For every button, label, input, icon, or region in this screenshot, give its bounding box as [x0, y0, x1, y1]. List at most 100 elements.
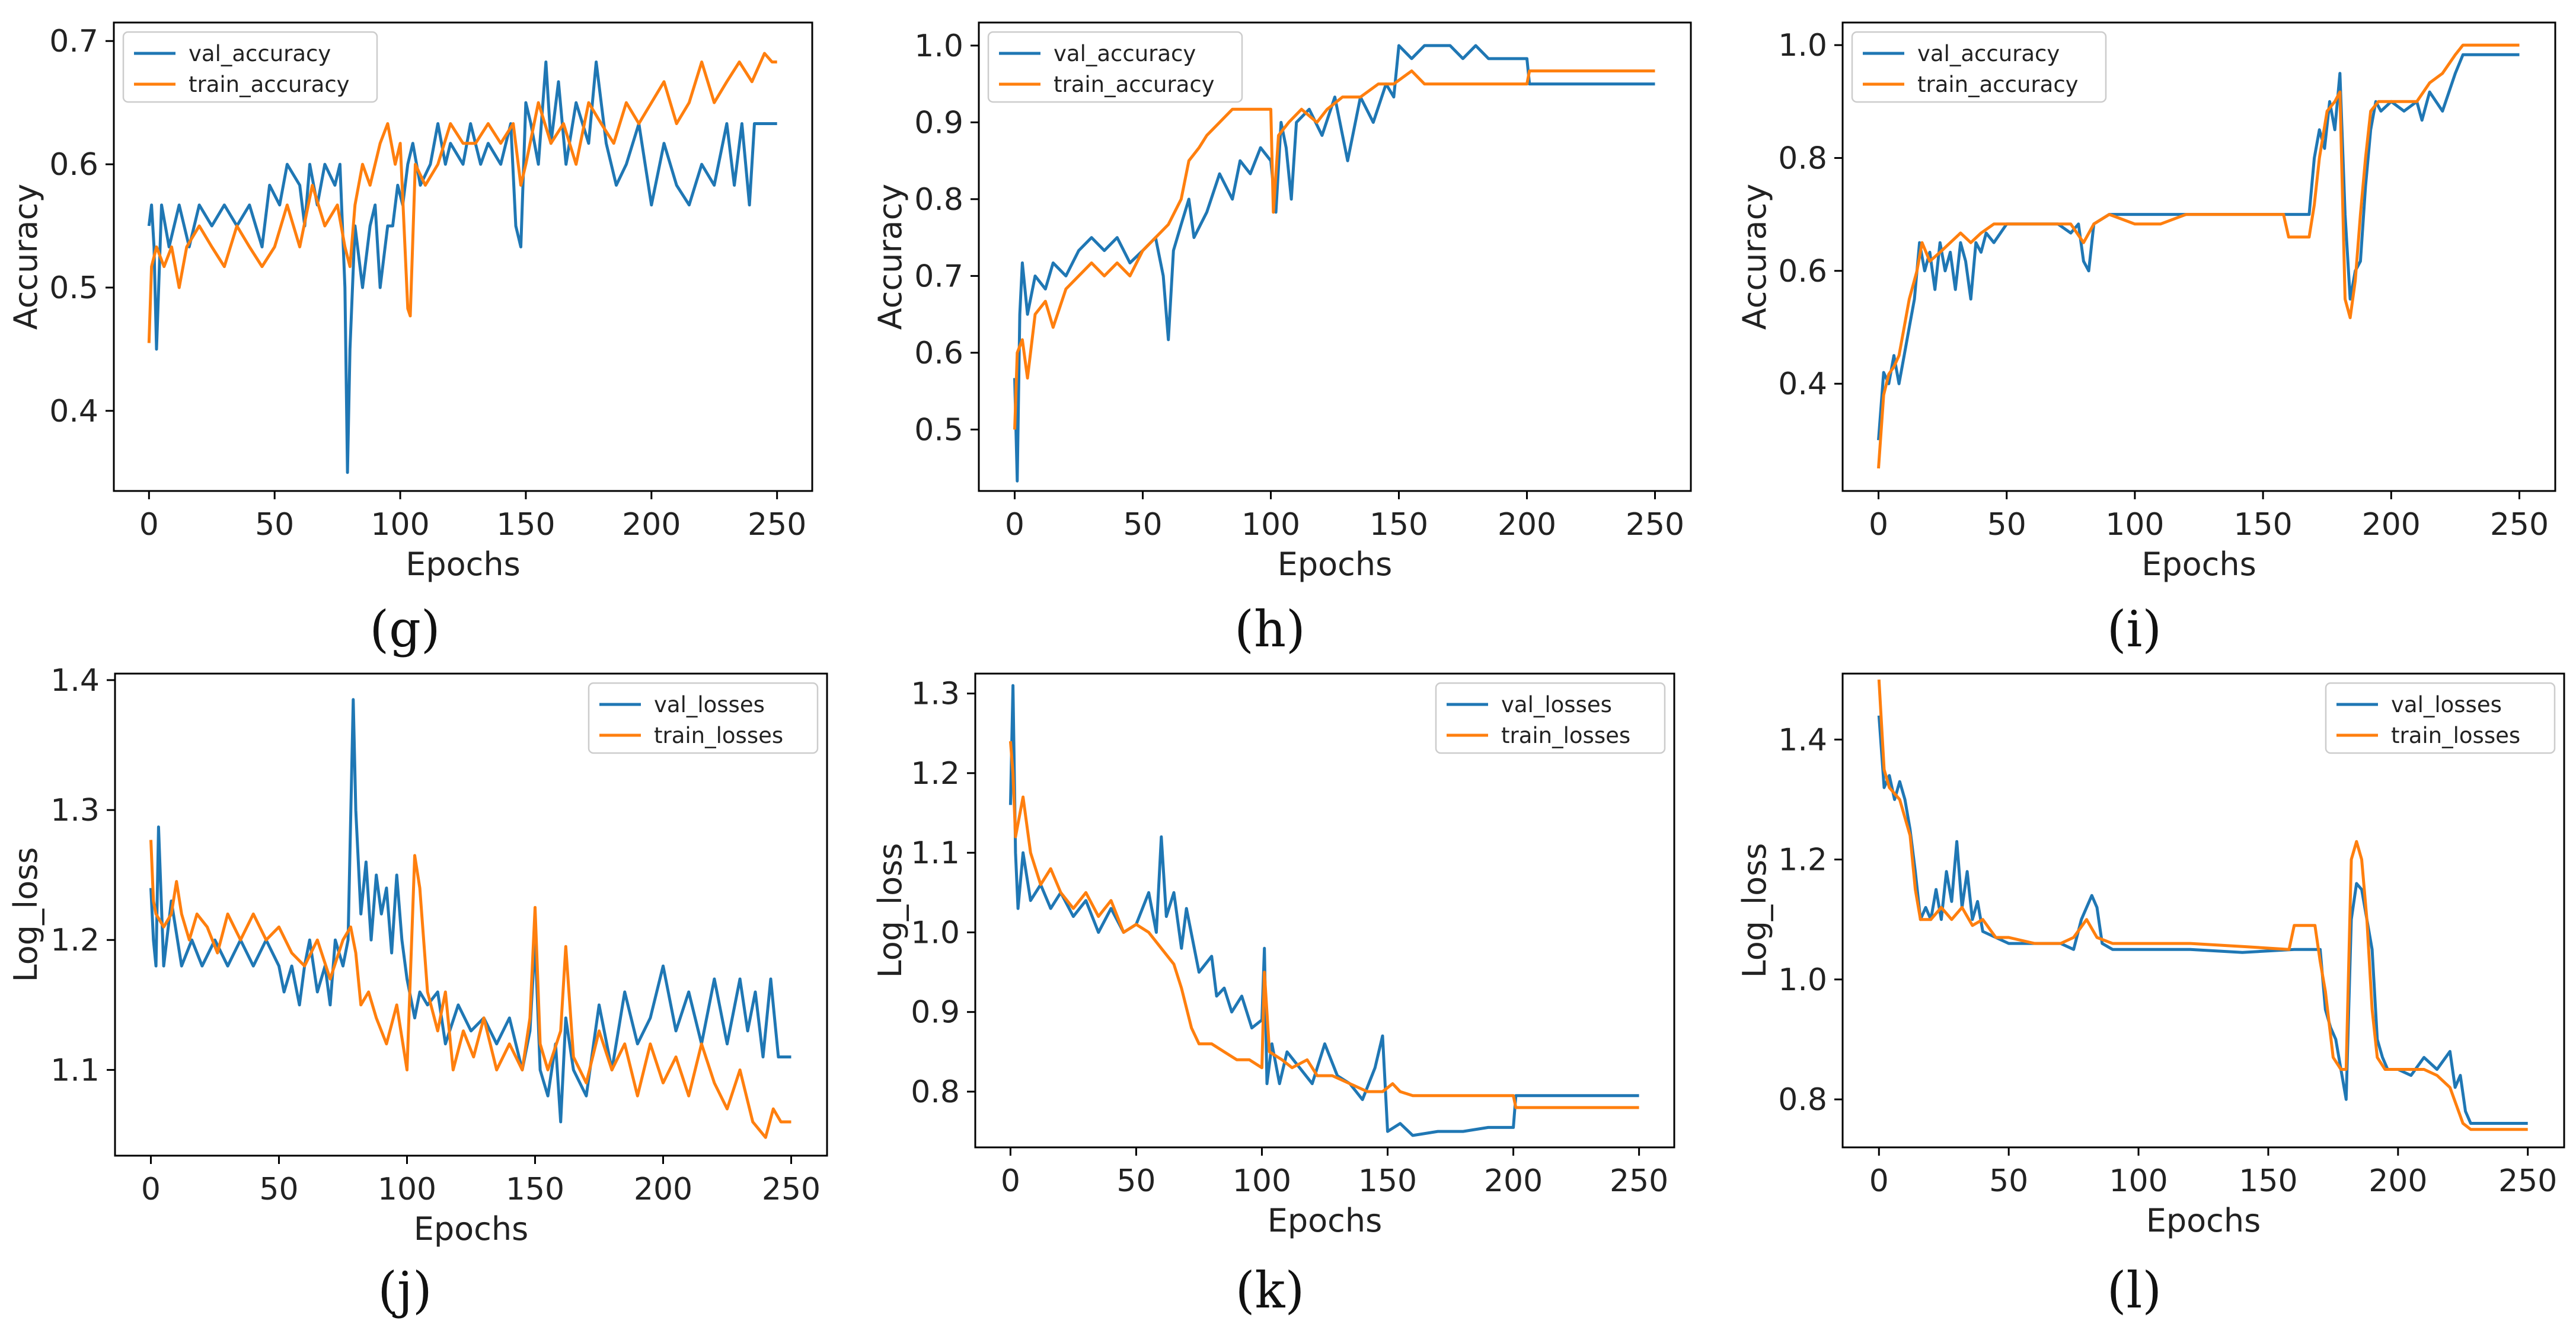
legend-label-val-losses: val_losses	[1501, 692, 1612, 717]
chart-panel-5: 0 50 100 150 200 250 0.8 1.0 1.2 1.4 Epochs Log_los…	[1736, 672, 2565, 1319]
x-tick-label: 150	[1370, 507, 1428, 543]
legend-label-train-losses: train_losses	[654, 723, 783, 748]
y-tick-label: 0.6	[914, 336, 963, 371]
x-tick-label: 150	[506, 1172, 564, 1207]
y-tick-label: 1.0	[914, 28, 963, 64]
x-tick-label: 0	[1869, 507, 1888, 543]
y-axis-label: Log_loss	[7, 847, 44, 983]
x-axis-label: Epochs	[1278, 546, 1392, 583]
series-line-train-losses	[149, 840, 791, 1139]
x-tick-label: 150	[496, 507, 555, 543]
legend-label-val-accuracy: val_accuracy	[189, 41, 331, 66]
x-tick-label: 100	[1233, 1163, 1291, 1199]
series-line-val-losses	[1008, 684, 1639, 1137]
y-tick-label: 1.4	[1778, 722, 1827, 758]
y-tick-label: 1.0	[911, 915, 960, 951]
y-tick-label: 1.2	[911, 756, 960, 792]
x-axis-label: Epochs	[414, 1210, 528, 1248]
y-tick-label: 1.2	[50, 923, 100, 958]
plot-frame	[1841, 672, 2565, 1149]
x-axis-label: Epochs	[1268, 1202, 1382, 1239]
series-line-train-accuracy	[1013, 69, 1655, 430]
series-line-train-accuracy	[1877, 43, 2520, 469]
x-tick-label: 150	[2239, 1163, 2297, 1199]
x-tick-label: 100	[2109, 1163, 2168, 1199]
chart-panel-2: 0 50 100 150 200 250 0.4 0.6 0.8 1.0 Epochs Accurac…	[1736, 21, 2556, 658]
x-tick-label: 100	[371, 507, 429, 543]
legend-box	[2325, 682, 2556, 754]
x-axis-label: Epochs	[406, 546, 520, 583]
x-tick-label: 50	[259, 1172, 298, 1207]
x-tick-label: 250	[1626, 507, 1684, 543]
y-tick-label: 1.3	[50, 793, 100, 828]
series-line-val-accuracy	[147, 60, 777, 474]
x-tick-label: 50	[1987, 507, 2026, 543]
y-tick-label: 0.8	[911, 1074, 960, 1110]
plot-frame	[978, 21, 1692, 492]
panel-caption: (l)	[2107, 1261, 2162, 1319]
legend-label-train-losses: train_losses	[2391, 723, 2520, 748]
panel-caption: (h)	[1234, 600, 1305, 658]
legend-label-train-accuracy: train_accuracy	[1054, 72, 1215, 97]
x-tick-label: 50	[1116, 1163, 1155, 1199]
plot-frame	[1841, 21, 2556, 492]
y-axis-label: Log_loss	[872, 843, 909, 978]
panel-caption: (j)	[378, 1261, 432, 1319]
x-tick-label: 250	[1610, 1163, 1668, 1199]
x-tick-label: 50	[255, 507, 294, 543]
y-tick-label: 0.7	[914, 259, 963, 294]
x-tick-label: 250	[2498, 1163, 2557, 1199]
y-tick-label: 1.0	[1778, 28, 1827, 63]
series-line-train-losses	[1008, 741, 1639, 1109]
x-tick-label: 0	[141, 1172, 161, 1207]
panel-caption: (i)	[2107, 600, 2162, 658]
legend-label-train-accuracy: train_accuracy	[1917, 72, 2079, 97]
x-tick-label: 200	[2362, 507, 2421, 543]
panel-caption: (g)	[369, 600, 440, 658]
x-tick-label: 200	[634, 1172, 692, 1207]
y-tick-label: 1.2	[1778, 843, 1827, 878]
series-line-val-accuracy	[1013, 44, 1655, 483]
y-tick-label: 0.5	[914, 412, 963, 448]
y-tick-label: 0.8	[1778, 141, 1827, 176]
plot-frame	[114, 672, 828, 1157]
chart-panel-3: 0 50 100 150 200 250 1.1 1.2 1.3 1.4 Epochs Log_los…	[7, 663, 828, 1319]
x-tick-label: 100	[378, 1172, 436, 1207]
panel-caption: (k)	[1236, 1261, 1304, 1319]
x-tick-label: 250	[762, 1172, 821, 1207]
x-tick-label: 100	[2105, 507, 2164, 543]
chart-panel-4: 0 50 100 150 200 250 0.8 0.9 1.0 1.1 1.2 1.3 Epochs L…	[872, 672, 1675, 1319]
chart-panel-1: 0 50 100 150 200 250 0.5 0.6 0.7 0.8 0.9 1.0 Epochs A…	[872, 21, 1692, 658]
y-tick-label: 0.4	[1778, 366, 1827, 402]
y-tick-label: 1.0	[1778, 962, 1827, 998]
x-tick-label: 200	[1498, 507, 1556, 543]
x-tick-label: 200	[622, 507, 681, 543]
y-tick-label: 0.9	[914, 105, 963, 141]
legend-box	[122, 31, 378, 103]
legend-box	[588, 682, 819, 754]
x-axis-label: Epochs	[2146, 1202, 2261, 1239]
legend-label-val-accuracy: val_accuracy	[1917, 41, 2060, 66]
series-line-train-losses	[1877, 679, 2528, 1131]
legend-label-train-losses: train_losses	[1501, 723, 1630, 748]
y-axis-label: Log_loss	[1736, 843, 1773, 978]
plot-frame	[113, 21, 813, 492]
plot-frame	[974, 672, 1675, 1149]
y-tick-label: 0.7	[49, 24, 98, 59]
x-axis-label: Epochs	[2141, 546, 2256, 583]
legend-box	[1435, 682, 1666, 754]
y-tick-label: 1.3	[911, 677, 960, 712]
y-tick-label: 0.6	[1778, 254, 1827, 289]
y-axis-label: Accuracy	[7, 184, 44, 330]
y-tick-label: 0.9	[911, 995, 960, 1031]
x-tick-label: 200	[1484, 1163, 1543, 1199]
y-axis-label: Accuracy	[872, 184, 909, 330]
series-line-train-accuracy	[147, 52, 777, 343]
y-tick-label: 0.8	[1778, 1082, 1827, 1118]
legend-box	[1851, 31, 2107, 103]
x-tick-label: 0	[1005, 507, 1024, 543]
x-tick-label: 50	[1123, 507, 1162, 543]
x-tick-label: 250	[748, 507, 806, 543]
x-tick-label: 150	[2233, 507, 2292, 543]
